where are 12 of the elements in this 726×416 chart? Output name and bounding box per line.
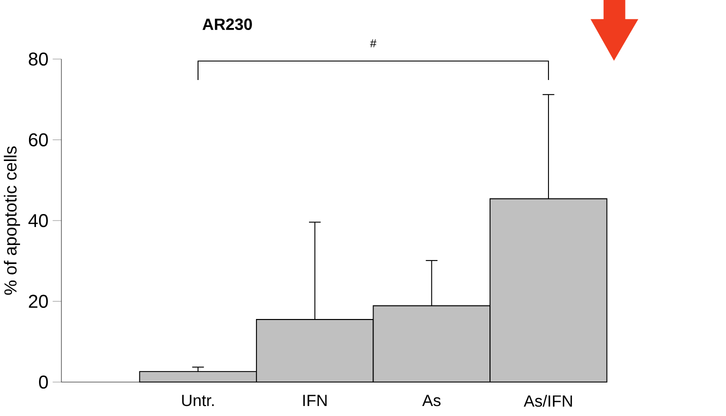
text: # [370, 39, 376, 48]
x-tick-label: As [422, 394, 441, 406]
y-tick-label: 0 [39, 376, 48, 389]
y-tick-label: 20 [28, 294, 48, 308]
y-tick-label: 60 [28, 133, 48, 146]
x-tick-label: As/IFN [524, 394, 572, 407]
y-tick-label: 80 [28, 52, 48, 66]
chart-title: AR230 [202, 18, 252, 30]
y-tick-label: 40 [28, 214, 48, 228]
x-tick-label: Untr. [182, 394, 214, 406]
y-axis-title: % of apoptotic cells [4, 146, 20, 295]
x-tick-label: IFN [303, 394, 327, 406]
